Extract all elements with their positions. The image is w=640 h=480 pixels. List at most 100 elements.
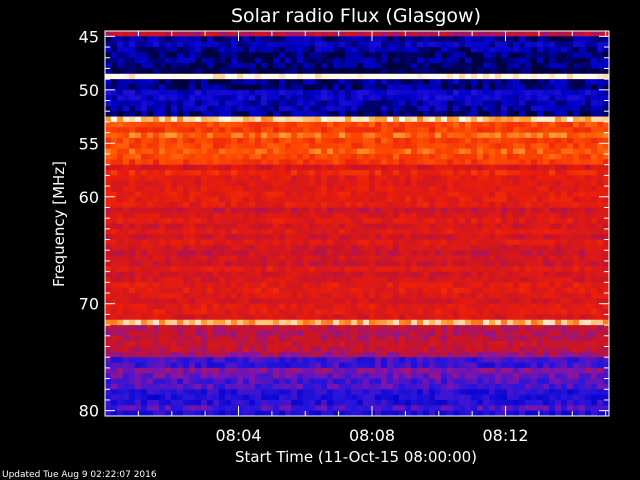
heatmap-cell: [105, 218, 111, 224]
heatmap-cell: [189, 191, 195, 198]
heatmap-cell: [321, 121, 327, 128]
heatmap-cell: [591, 180, 597, 187]
heatmap-cell: [159, 325, 165, 331]
heatmap-cell: [285, 271, 291, 278]
heatmap-cell: [405, 202, 411, 208]
heatmap-cell: [237, 303, 243, 310]
heatmap-cell: [339, 282, 345, 289]
heatmap-cell: [387, 212, 393, 219]
heatmap-cell: [237, 73, 243, 80]
heatmap-cell: [465, 170, 471, 176]
heatmap-cell: [411, 95, 417, 101]
heatmap-cell: [441, 84, 447, 91]
heatmap-cell: [561, 244, 567, 251]
heatmap-cell: [273, 282, 279, 289]
heatmap-cell: [159, 116, 165, 123]
heatmap-cell: [501, 325, 507, 331]
heatmap-row: [105, 218, 609, 224]
heatmap-cell: [549, 250, 555, 256]
heatmap-cell: [471, 202, 477, 208]
heatmap-cell: [531, 57, 537, 64]
heatmap-cell: [453, 36, 459, 43]
heatmap-cell: [573, 159, 579, 166]
heatmap-cell: [351, 105, 357, 112]
heatmap-cell: [405, 95, 411, 101]
heatmap-cell: [105, 207, 111, 214]
heatmap-cell: [165, 148, 171, 155]
heatmap-cell: [165, 111, 171, 117]
heatmap-cell: [543, 282, 549, 289]
heatmap-cell: [291, 47, 297, 53]
heatmap-cell: [369, 207, 375, 214]
heatmap-cell: [183, 143, 189, 150]
heatmap-cell: [561, 170, 567, 176]
heatmap-cell: [189, 159, 195, 166]
heatmap-cell: [411, 191, 417, 198]
heatmap-cell: [357, 309, 363, 315]
heatmap-cell: [465, 250, 471, 256]
heatmap-cell: [453, 84, 459, 91]
heatmap-cell: [333, 314, 339, 321]
heatmap-cell: [345, 57, 351, 64]
heatmap-cell: [567, 271, 573, 278]
heatmap-cell: [105, 95, 111, 101]
heatmap-cell: [597, 52, 603, 59]
heatmap-cell: [333, 164, 339, 171]
heatmap-cell: [411, 127, 417, 133]
heatmap-cell: [465, 57, 471, 64]
heatmap-cell: [567, 196, 573, 203]
heatmap-cell: [351, 111, 357, 117]
heatmap-cell: [459, 228, 465, 235]
heatmap-cell: [363, 212, 369, 219]
heatmap-cell: [189, 100, 195, 107]
heatmap-cell: [483, 303, 489, 310]
heatmap-cell: [141, 186, 147, 192]
heatmap-cell: [357, 132, 363, 139]
heatmap-cell: [201, 175, 207, 182]
heatmap-cell: [327, 143, 333, 150]
heatmap-cell: [183, 223, 189, 230]
heatmap-cell: [393, 127, 399, 133]
heatmap-cell: [309, 63, 315, 69]
heatmap-cell: [369, 266, 375, 273]
heatmap-cell: [345, 218, 351, 224]
heatmap-cell: [495, 111, 501, 117]
heatmap-cell: [429, 282, 435, 289]
heatmap-cell: [267, 212, 273, 219]
heatmap-cell: [309, 127, 315, 133]
heatmap-cell: [459, 170, 465, 176]
heatmap-cell: [237, 159, 243, 166]
heatmap-cell: [561, 282, 567, 289]
heatmap-cell: [147, 207, 153, 214]
heatmap-cell: [369, 330, 375, 337]
heatmap-cell: [345, 207, 351, 214]
heatmap-cell: [303, 196, 309, 203]
heatmap-cell: [393, 36, 399, 43]
heatmap-cell: [459, 335, 465, 342]
heatmap-cell: [591, 330, 597, 337]
heatmap-cell: [519, 325, 525, 331]
heatmap-cell: [303, 250, 309, 256]
heatmap-cell: [273, 84, 279, 91]
heatmap-cell: [585, 100, 591, 107]
heatmap-cell: [171, 212, 177, 219]
heatmap-cell: [273, 175, 279, 182]
heatmap-cell: [195, 180, 201, 187]
heatmap-cell: [147, 298, 153, 305]
heatmap-cell: [369, 89, 375, 96]
heatmap-cell: [489, 218, 495, 224]
heatmap-cell: [243, 36, 249, 43]
heatmap-cell: [429, 319, 435, 326]
heatmap-cell: [183, 319, 189, 326]
heatmap-cell: [387, 276, 393, 283]
heatmap-cell: [189, 47, 195, 53]
heatmap-cell: [543, 148, 549, 155]
heatmap-cell: [237, 170, 243, 176]
heatmap-cell: [399, 186, 405, 192]
heatmap-cell: [495, 314, 501, 321]
heatmap-cell: [243, 127, 249, 133]
heatmap-cell: [603, 63, 609, 69]
heatmap-cell: [159, 159, 165, 166]
heatmap-cell: [105, 170, 111, 176]
heatmap-cell: [441, 79, 447, 85]
